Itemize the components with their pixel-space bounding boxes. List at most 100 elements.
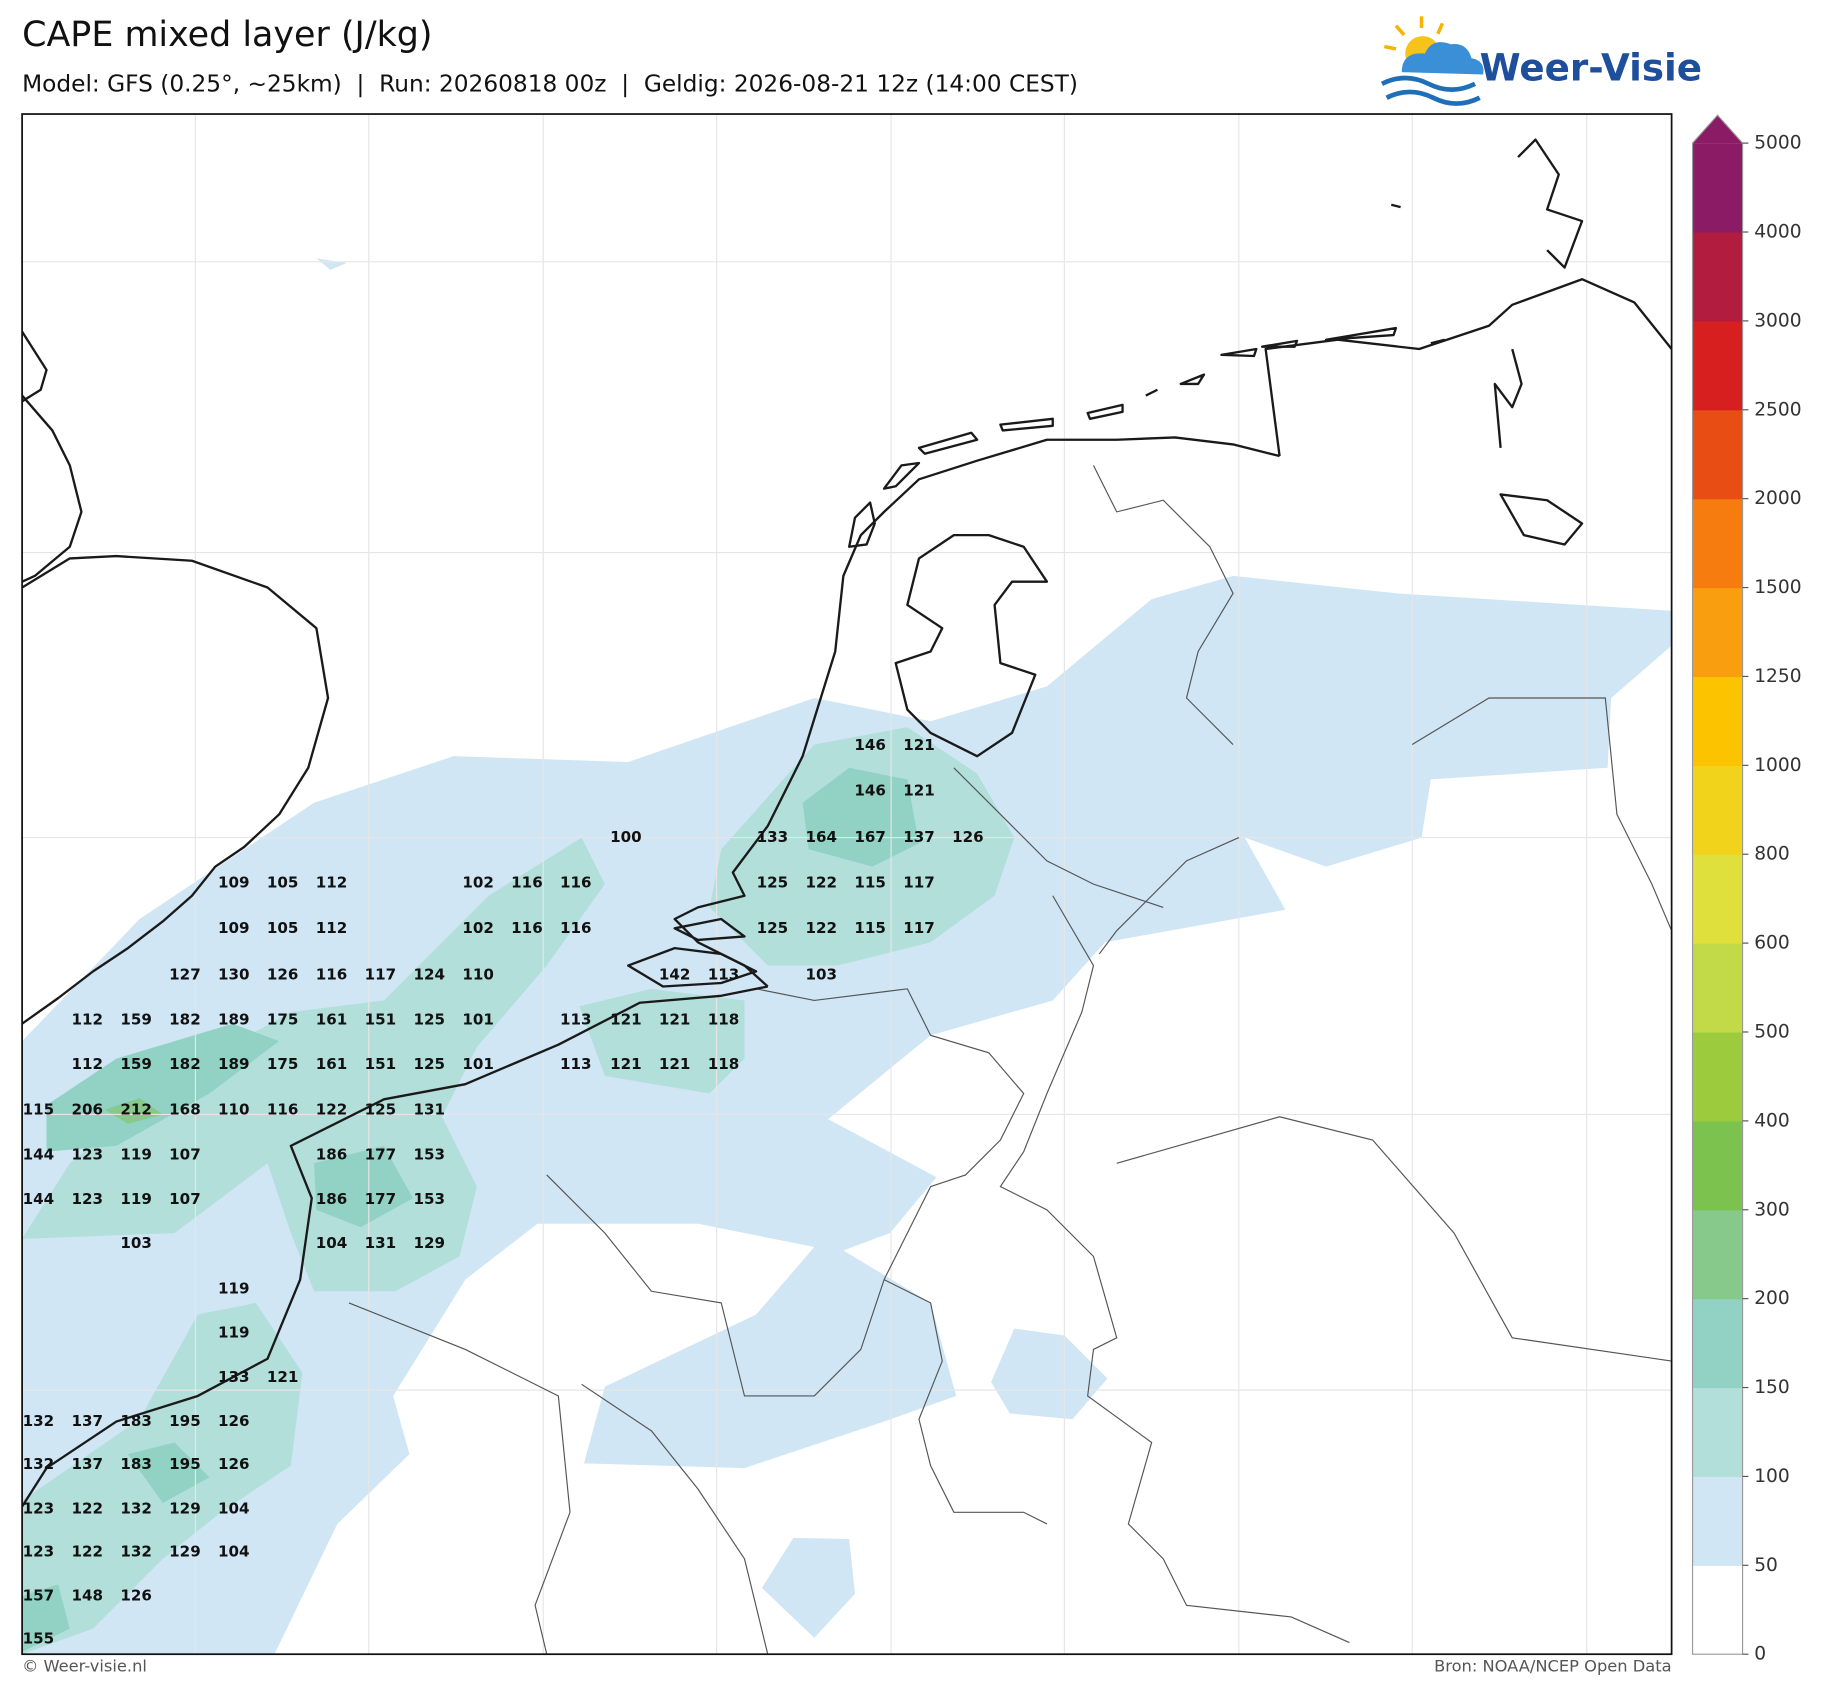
cape-value-label: 119: [120, 1146, 152, 1164]
cape-value-label: 182: [169, 1055, 201, 1073]
cape-value-label: 189: [218, 1055, 250, 1073]
cape-value-label: 116: [560, 873, 592, 891]
colorbar-segment: [1692, 854, 1743, 944]
colorbar-segment: [1692, 232, 1743, 322]
border: [756, 988, 1048, 1525]
cape-value-label: 137: [71, 1455, 103, 1473]
cape-value-label: 105: [267, 873, 299, 891]
cape-value-label: 151: [365, 1055, 397, 1073]
cape-value-label: 195: [169, 1412, 201, 1430]
cape-value-label: 129: [169, 1499, 201, 1517]
cape-value-label: 123: [23, 1499, 55, 1517]
cape-value-label: 125: [413, 1055, 445, 1073]
logo-waves: [1380, 75, 1481, 106]
border: [581, 1383, 769, 1655]
cape-value-label: 126: [218, 1455, 250, 1473]
cape-value-label: 148: [71, 1587, 103, 1605]
border: [999, 895, 1350, 1644]
cape-value-label: 116: [511, 919, 543, 937]
cape-150-area: [127, 1442, 210, 1503]
cape-value-label: 113: [560, 1055, 592, 1073]
coastlines: [22, 138, 1672, 1508]
cape-value-label: 121: [610, 1011, 642, 1029]
border: [348, 1302, 571, 1655]
colorbar: 0 50 100 150 200 300 400 500 600 800 1000 1250 1500 2…: [1691, 114, 1802, 1665]
cape-value-label: 133: [757, 828, 789, 846]
cape-value-label: 129: [413, 1234, 445, 1252]
cape-value-label: 183: [120, 1412, 152, 1430]
cape-150-area: [314, 1145, 413, 1228]
border: [1411, 697, 1672, 931]
logo-text: Weer-Visie: [1480, 45, 1702, 89]
border: [1092, 465, 1234, 745]
colorbar-segment: [1692, 1298, 1743, 1389]
cape-value-label: 102: [462, 873, 494, 891]
cape-value-label: 125: [365, 1100, 397, 1118]
logo: Weer-Visie: [1380, 16, 1702, 106]
cape-value-label: 133: [218, 1368, 250, 1386]
colorbar-segment: [1692, 1120, 1743, 1211]
cape-value-label: 118: [708, 1055, 740, 1073]
colorbar-segment: [1692, 1565, 1743, 1655]
cape-value-label: 212: [120, 1100, 152, 1118]
cape-value-label: 112: [71, 1055, 103, 1073]
cape-value-label: 104: [218, 1499, 250, 1517]
colorbar-tick-label: 4000: [1754, 222, 1801, 243]
cape-value-label: 186: [316, 1190, 348, 1208]
cape-value-label: 102: [462, 919, 494, 937]
colorbar-tick-label: 500: [1754, 1021, 1790, 1042]
colorbar-tick-label: 3000: [1754, 310, 1801, 331]
cape-value-label: 105: [267, 919, 299, 937]
cape-value-label: 151: [365, 1011, 397, 1029]
colorbar-segment: [1692, 143, 1743, 233]
cape-value-label: 112: [316, 873, 348, 891]
colorbar-segment: [1692, 1031, 1743, 1122]
cape-value-label: 126: [120, 1587, 152, 1605]
cape-value-label: 100: [610, 828, 642, 846]
cape-value-label: 122: [71, 1499, 103, 1517]
cape-value-label: 115: [854, 873, 886, 891]
cape-100-area: [22, 837, 605, 1292]
map-frame: [21, 113, 1673, 1656]
cape-value-label: 126: [218, 1412, 250, 1430]
cape-value-label: 112: [71, 1011, 103, 1029]
cape-value-label: 175: [267, 1055, 299, 1073]
cape-value-label: 130: [218, 965, 250, 983]
cape-value-label: 104: [218, 1542, 250, 1560]
cape-value-label: 137: [903, 828, 935, 846]
cape-value-label: 117: [365, 965, 397, 983]
island: [848, 326, 1446, 548]
cape-shading: [22, 258, 1672, 1655]
cape-value-label: 118: [708, 1011, 740, 1029]
colorbar-tick-label: 50: [1754, 1555, 1778, 1576]
border: [953, 767, 1164, 908]
cape-value-label: 182: [169, 1011, 201, 1029]
coastline: [22, 985, 768, 1508]
cape-value-label: 110: [462, 965, 494, 983]
map: 146 121 146 121 100 133 164 167 137 126 109 105 112 1…: [22, 114, 1672, 1655]
border: [1116, 1116, 1672, 1362]
colorbar-tick-label: 0: [1754, 1644, 1766, 1665]
cape-value-label: 113: [708, 965, 740, 983]
cape-value-label: 119: [218, 1324, 250, 1342]
colorbar-tick-label: 5000: [1754, 133, 1801, 154]
colorbar-tick-label: 1250: [1754, 666, 1801, 687]
cape-value-label: 121: [659, 1011, 691, 1029]
cape-100-area: [579, 988, 745, 1094]
colorbar-segment: [1692, 587, 1743, 678]
cape-value-label: 117: [903, 919, 935, 937]
cape-value-label: 161: [316, 1055, 348, 1073]
cape-value-label: 189: [218, 1011, 250, 1029]
cape-value-label: 113: [560, 1011, 592, 1029]
cape-value-label: 117: [903, 873, 935, 891]
cape-value-label: 206: [71, 1100, 103, 1118]
footer-copyright: © Weer-visie.nl: [22, 1657, 147, 1676]
cape-value-label: 107: [169, 1146, 201, 1164]
cape-value-label: 103: [805, 965, 837, 983]
cape-value-label: 132: [23, 1455, 55, 1473]
colorbar-segment: [1692, 1209, 1743, 1300]
logo-cloud: [1401, 42, 1484, 75]
cape-value-label: 167: [854, 828, 886, 846]
